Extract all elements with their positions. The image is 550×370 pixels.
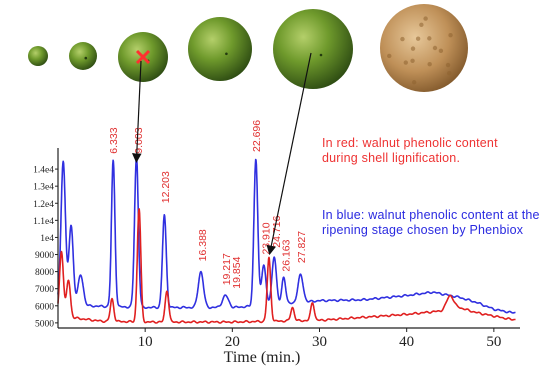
stage-arrow [266, 52, 312, 256]
x-tick-label: 40 [399, 334, 414, 350]
y-tick-label: 6000 [35, 302, 54, 312]
peak-label: 19.217 [221, 253, 233, 285]
walnut-texture [410, 46, 416, 51]
y-tick-label: 8000 [35, 268, 54, 278]
peak-label: 16.388 [197, 229, 209, 261]
walnut-texture [447, 70, 452, 76]
chromatogram-plot: 5000 6000 7000 8000 9000 1e4 1.1e4 1.2e4 1.3e4 1.… [33, 52, 520, 366]
walnut-texture [411, 80, 417, 85]
peak-label: 26.163 [281, 239, 293, 271]
series-line-blue [57, 156, 516, 314]
walnut-stage-3 [118, 32, 168, 82]
legend-blue-text: In blue: walnut phenolic content at the … [322, 208, 540, 237]
walnut-texture [432, 45, 438, 51]
walnut-texture [423, 16, 428, 21]
walnut-stage-2-shape [69, 42, 97, 70]
x-tick-label: 30 [312, 334, 327, 350]
walnut-texture [387, 53, 392, 59]
walnut-texture [400, 36, 405, 42]
walnut-mature-nut-shape [380, 4, 468, 92]
walnut-stage-1 [28, 46, 48, 66]
walnut-stage-2 [69, 42, 97, 70]
walnut-texture [427, 61, 432, 67]
walnut-stage-1-shape [28, 46, 48, 66]
walnut-growth-illustration [28, 4, 468, 92]
stage-arrow [131, 60, 142, 163]
walnut-mature-nut [380, 4, 468, 92]
peak-label: 22.696 [251, 120, 263, 152]
y-tick-label: 5000 [35, 319, 54, 329]
peak-label: 24.716 [271, 215, 283, 247]
x-axis-label: Time (min.) [224, 349, 301, 366]
walnut-stage-5-shape [273, 9, 353, 89]
legend-red-text: In red: walnut phenolic content during s… [322, 136, 498, 165]
x-tick-label: 20 [225, 334, 240, 350]
x-tick-label: 50 [486, 334, 501, 350]
peak-label: 6.333 [108, 127, 120, 153]
peak-label: 9.003 [133, 127, 145, 153]
walnut-dot [319, 53, 323, 57]
y-tick-label: 1.3e4 [33, 183, 54, 193]
x-marker-stroke [135, 49, 151, 65]
x-tick-label: 10 [138, 334, 153, 350]
walnut-stage-4 [188, 17, 252, 81]
walnut-stage-5 [273, 9, 353, 89]
y-tick-label: 9000 [35, 251, 54, 261]
walnut-dot [225, 52, 228, 56]
walnut-texture [445, 62, 451, 68]
walnut-texture [448, 32, 453, 38]
y-tick-label: 1.2e4 [33, 200, 54, 210]
y-tick-label: 1e4 [40, 234, 54, 244]
walnut-texture [403, 60, 408, 65]
y-tick-label: 1.1e4 [33, 217, 54, 227]
walnut-texture [427, 36, 432, 41]
walnut-texture [419, 22, 424, 28]
series-line-red [57, 208, 516, 324]
walnut-texture [410, 58, 415, 63]
y-tick-label: 7000 [35, 285, 54, 295]
walnut-dot [84, 56, 88, 60]
peak-label: 27.827 [296, 231, 308, 263]
walnut-texture [415, 36, 421, 41]
y-tick-label: 1.4e4 [33, 166, 54, 176]
peak-label: 19.854 [231, 256, 243, 288]
peak-label: 12.203 [160, 171, 172, 203]
walnut-texture [438, 48, 444, 54]
walnut-stage-4-shape [188, 17, 252, 81]
